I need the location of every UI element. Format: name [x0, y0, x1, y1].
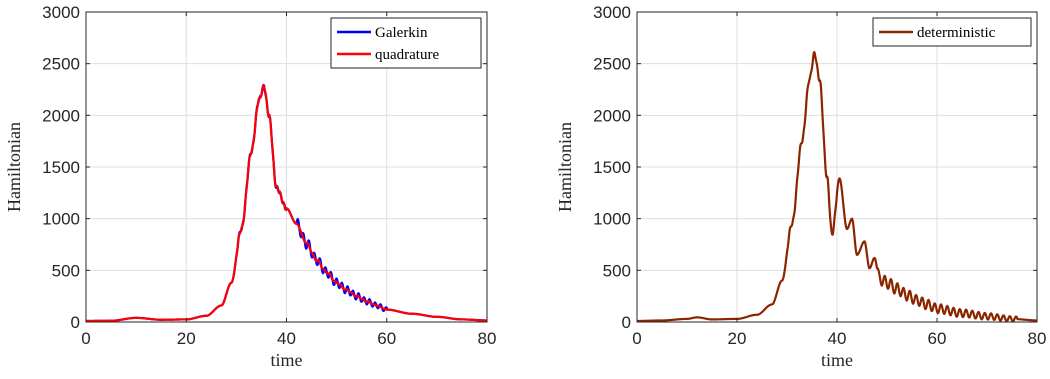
- chart-panel-1: 0 20 40 60 80 0 500 1000 1500 2000 2500 3000 time Ham…: [4, 3, 496, 370]
- y-tick-label: 1500: [42, 158, 80, 177]
- x-tick-label: 20: [177, 329, 196, 348]
- y-tick-label: 2000: [593, 106, 631, 125]
- series-line-quadrature: [85, 84, 488, 323]
- legend-label: Galerkin: [375, 25, 428, 41]
- x-tick-label: 40: [277, 329, 296, 348]
- y-tick-label: 2500: [42, 55, 80, 74]
- chart-panel-2: 0 20 40 60 80 0 500 1000 1500 2000 2500 3000 time Ham…: [555, 3, 1046, 370]
- y-tick-label: 2500: [593, 55, 631, 74]
- x-tick-label: 60: [377, 329, 396, 348]
- legend: Galerkin quadrature: [330, 17, 482, 69]
- x-tick-label: 60: [928, 329, 947, 348]
- y-axis-label: Hamiltonian: [4, 122, 24, 212]
- y-tick-label: 3000: [593, 3, 631, 22]
- y-tick-label: 0: [71, 313, 80, 332]
- y-tick-label: 1000: [593, 210, 631, 229]
- y-tick-label: 0: [622, 313, 631, 332]
- y-tick-label: 500: [52, 261, 80, 280]
- legend-box: [330, 17, 482, 69]
- series-line-deterministic: [636, 50, 1038, 323]
- y-tick-label: 2000: [42, 106, 80, 125]
- y-tick-label: 1500: [593, 158, 631, 177]
- legend-label: quadrature: [375, 47, 439, 63]
- y-tick-label: 500: [603, 261, 631, 280]
- y-axis-label: Hamiltonian: [555, 122, 575, 212]
- x-tick-label: 40: [828, 329, 847, 348]
- x-tick-label: 80: [1028, 329, 1047, 348]
- x-tick-label: 0: [632, 329, 641, 348]
- legend-label: deterministic: [917, 25, 996, 41]
- x-axis-label: time: [271, 350, 303, 370]
- x-axis-label: time: [821, 350, 853, 370]
- x-tick-label: 20: [728, 329, 747, 348]
- x-tick-label: 80: [478, 329, 497, 348]
- y-tick-label: 1000: [42, 210, 80, 229]
- x-tick-label: 0: [81, 329, 90, 348]
- legend: deterministic: [872, 17, 1032, 47]
- y-tick-label: 3000: [42, 3, 80, 22]
